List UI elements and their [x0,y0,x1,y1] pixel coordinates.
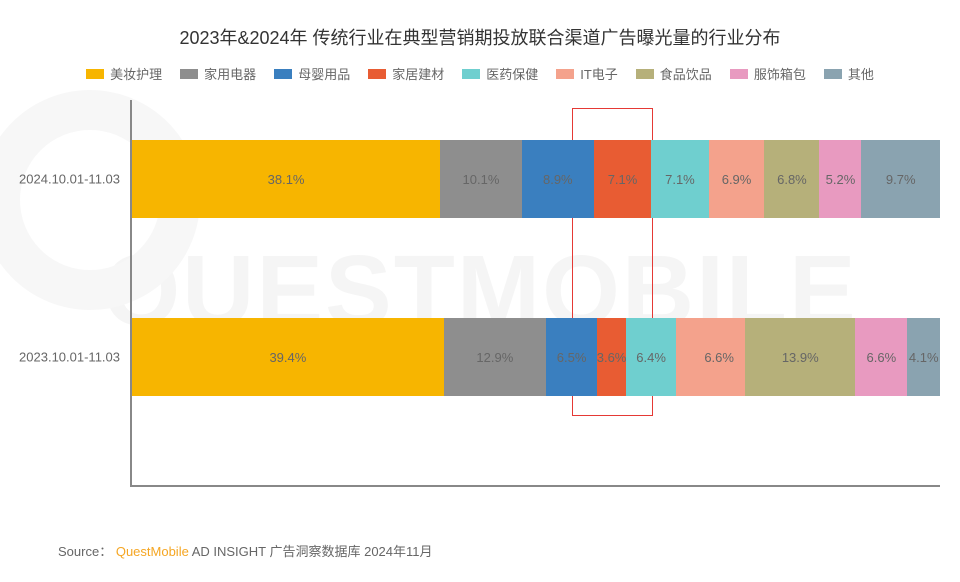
bar-segment: 3.6% [597,318,625,396]
legend-item: 家用电器 [180,64,256,83]
legend-item: 医药保健 [462,64,538,83]
legend-swatch [274,69,292,79]
legend-label: 食品饮品 [660,64,712,83]
bar-segment: 6.6% [855,318,907,396]
bar-segment: 6.5% [546,318,597,396]
legend-swatch [730,69,748,79]
bar-row: 2023.10.01-11.0339.4%12.9%6.5%3.6%6.4%6.… [132,318,940,396]
segment-value-label: 4.1% [909,350,939,365]
legend-label: 母婴用品 [298,64,350,83]
legend-swatch [86,69,104,79]
segment-value-label: 7.1% [608,172,638,187]
legend-item: IT电子 [556,64,618,83]
segment-value-label: 10.1% [463,172,500,187]
segment-value-label: 9.7% [886,172,916,187]
segment-value-label: 8.9% [543,172,573,187]
segment-value-label: 39.4% [269,350,306,365]
segment-value-label: 6.6% [867,350,897,365]
bar-segment: 6.9% [709,140,765,218]
bar-segment: 6.6% [693,318,745,396]
legend-swatch [636,69,654,79]
legend-label: 其他 [848,64,874,83]
chart-title: 2023年&2024年 传统行业在典型营销期投放联合渠道广告曝光量的行业分布 [0,24,960,50]
source-prefix: Source： [58,544,112,559]
bar-segment: 5.2% [819,140,861,218]
legend-item: 家居建材 [368,64,444,83]
legend-item: 美妆护理 [86,64,162,83]
bar-segment [676,318,693,396]
legend-label: 家用电器 [204,64,256,83]
bar-segment: 4.1% [907,318,939,396]
legend-item: 母婴用品 [274,64,350,83]
legend-label: IT电子 [580,64,618,83]
legend-label: 医药保健 [486,64,538,83]
legend: 美妆护理 家用电器 母婴用品 家居建材 医药保健 IT电子 食品饮品 服饰箱包 其他 [0,64,960,83]
legend-swatch [368,69,386,79]
bar-segment: 13.9% [745,318,855,396]
segment-value-label: 7.1% [665,172,695,187]
segment-value-label: 6.4% [636,350,666,365]
segment-value-label: 6.6% [704,350,734,365]
y-axis-label: 2023.10.01-11.03 [12,350,132,365]
legend-item: 服饰箱包 [730,64,806,83]
legend-swatch [824,69,842,79]
segment-value-label: 6.9% [722,172,752,187]
plot-area: 2024.10.01-11.0338.1%10.1%8.9%7.1%7.1%6.… [130,100,940,487]
segment-value-label: 3.6% [597,350,625,365]
bar-segment: 6.4% [626,318,677,396]
legend-label: 美妆护理 [110,64,162,83]
segment-value-label: 13.9% [782,350,819,365]
bar-segment: 9.7% [861,140,939,218]
bar-segment: 8.9% [522,140,594,218]
bar-segment: 7.1% [594,140,651,218]
legend-swatch [556,69,574,79]
bar-segment: 6.8% [764,140,819,218]
bar-segment: 38.1% [132,140,440,218]
legend-swatch [462,69,480,79]
segment-value-label: 5.2% [826,172,856,187]
legend-item: 食品饮品 [636,64,712,83]
y-axis-label: 2024.10.01-11.03 [12,172,132,187]
legend-swatch [180,69,198,79]
source-rest: AD INSIGHT 广告洞察数据库 2024年11月 [192,544,433,559]
chart-canvas: QUESTMOBILE 2023年&2024年 传统行业在典型营销期投放联合渠道… [0,0,960,582]
legend-label: 服饰箱包 [754,64,806,83]
bar-segment: 12.9% [444,318,546,396]
bar-segment: 10.1% [440,140,522,218]
segment-value-label: 12.9% [476,350,513,365]
legend-label: 家居建材 [392,64,444,83]
segment-value-label: 38.1% [268,172,305,187]
bar-segment: 39.4% [132,318,444,396]
segment-value-label: 6.5% [557,350,587,365]
bar-segment: 7.1% [651,140,708,218]
segment-value-label: 6.8% [777,172,807,187]
bar-row: 2024.10.01-11.0338.1%10.1%8.9%7.1%7.1%6.… [132,140,940,218]
source-line: Source： QuestMobile AD INSIGHT 广告洞察数据库 2… [58,541,433,560]
source-brand: QuestMobile [116,544,189,559]
legend-item: 其他 [824,64,874,83]
